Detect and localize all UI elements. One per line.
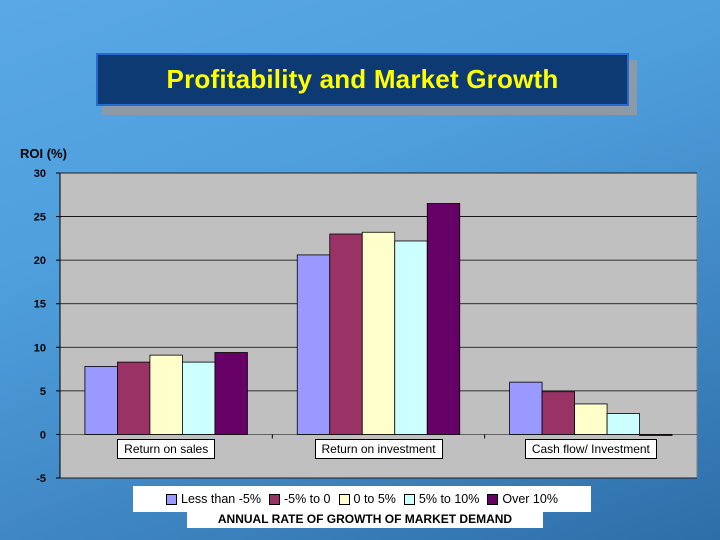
bar	[214, 352, 248, 435]
legend-item: Over 10%	[487, 492, 558, 506]
bar	[84, 366, 118, 435]
bars	[84, 203, 673, 439]
y-tick-label: 30	[34, 168, 46, 180]
y-tick-label: 20	[34, 255, 46, 267]
legend-item: Less than -5%	[166, 492, 261, 506]
legend-swatch	[268, 493, 280, 505]
y-tick-label: 0	[40, 429, 46, 441]
legend-label: 5% to 10%	[418, 492, 480, 506]
legend-label: -5% to 0	[283, 492, 331, 506]
bar	[182, 361, 216, 435]
bar	[426, 203, 461, 435]
bar	[117, 361, 151, 435]
bar	[149, 354, 183, 435]
legend-label: Less than -5%	[181, 492, 261, 506]
bar	[509, 381, 543, 435]
category-label: Return on sales	[117, 439, 216, 459]
legend-swatch	[338, 493, 350, 505]
legend-swatch	[403, 493, 415, 505]
bar	[329, 233, 363, 435]
legend-item: 5% to 10%	[403, 492, 480, 506]
y-axis-label: ROI (%)	[20, 146, 67, 161]
legend: Less than -5% -5% to 0 0 to 5% 5% to 10% Ove…	[133, 486, 591, 512]
y-tick-label: 15	[34, 299, 46, 311]
legend-item: 0 to 5%	[338, 492, 396, 506]
bar	[296, 254, 331, 435]
y-tick-labels: 30 25 20 15 10 5 0 -5	[34, 168, 46, 485]
slide-title: Profitability and Market Growth	[166, 64, 559, 94]
y-tick-label: -5	[36, 473, 46, 485]
legend-label: Over 10%	[502, 492, 558, 506]
bar	[394, 240, 428, 435]
y-tick-label: 5	[40, 386, 46, 398]
legend-swatch	[487, 493, 499, 505]
category-label: Return on investment	[314, 439, 443, 459]
y-tick-label: 25	[34, 212, 46, 224]
legend-item: -5% to 0	[268, 492, 331, 506]
legend-label: 0 to 5%	[353, 492, 396, 506]
legend-swatch	[166, 493, 178, 505]
y-tick-label: 10	[34, 342, 46, 354]
x-axis-label: ANNUAL RATE OF GROWTH OF MARKET DEMAND	[187, 509, 543, 528]
bar	[361, 231, 396, 435]
bar	[639, 434, 673, 436]
title-box: Profitability and Market Growth	[96, 53, 629, 106]
bar	[606, 413, 640, 435]
bar	[574, 403, 608, 435]
category-label: Cash flow/ Investment	[524, 439, 657, 459]
bar	[541, 391, 575, 435]
